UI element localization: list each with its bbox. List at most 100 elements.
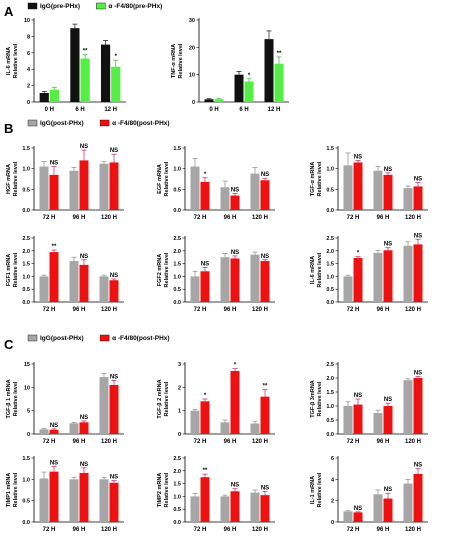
x-tick-label: 120 H (252, 439, 268, 445)
bar (99, 479, 109, 522)
significance-label: NS (384, 397, 392, 403)
bar (69, 479, 79, 522)
significance-label: ** (203, 468, 208, 474)
bar (413, 186, 423, 210)
bar (383, 498, 393, 522)
legend-entry: α -F4/80(pre-PHx) (108, 3, 162, 10)
y-tick-label: 1.5 (326, 146, 334, 152)
x-tick-label: 96 H (377, 527, 390, 533)
y-tick-label: 1.0 (22, 167, 30, 173)
x-tick-label: 0 H (45, 107, 54, 113)
bar (264, 39, 274, 102)
bar (99, 276, 109, 302)
bar (69, 170, 79, 210)
bar (49, 429, 59, 434)
y-tick-label: 2 (27, 84, 30, 90)
y-tick-label: 0.0 (22, 520, 30, 526)
bar (49, 89, 60, 102)
legend-swatch (27, 2, 38, 10)
bar (373, 252, 383, 302)
significance-label: NS (80, 144, 88, 150)
y-tick-label: 0.0 (22, 300, 30, 306)
y-tick-label: 15 (24, 362, 30, 368)
legend-entry: α -F4/80(post-PHx) (112, 120, 169, 127)
y-tick-label: 1.0 (326, 167, 334, 173)
y-axis-label: TIMP2 mRNA (157, 473, 163, 508)
x-tick-label: 72 H (347, 307, 360, 313)
y-tick-label: 2.0 (326, 376, 334, 382)
y-tick-label: 4 (27, 67, 31, 73)
significance-label: NS (50, 461, 58, 467)
bar (244, 81, 254, 102)
bar (413, 378, 423, 434)
significance-label: NS (110, 273, 118, 279)
x-tick-label: 72 H (43, 215, 56, 221)
bar (260, 261, 270, 302)
bar (39, 478, 49, 522)
legend-swatch (99, 119, 110, 127)
y-axis-label: IL-1 mRNA (310, 476, 316, 504)
x-tick-label: 72 H (43, 527, 56, 533)
panel-letter-A: A (4, 4, 14, 19)
bar (109, 482, 119, 522)
bar (79, 472, 89, 522)
y-tick-label: 1.5 (326, 390, 334, 396)
legend-swatch (99, 334, 110, 342)
bar (250, 254, 260, 302)
bar (260, 180, 270, 210)
x-tick-label: 72 H (347, 527, 360, 533)
bar (353, 162, 363, 210)
y-tick-label: 2.5 (326, 362, 334, 368)
y-axis-label: Relative level (13, 43, 19, 78)
x-tick-label: 120 H (101, 527, 117, 533)
y-tick-label: 0.5 (326, 418, 334, 424)
y-tick-label: 0.5 (173, 287, 181, 293)
bar (343, 511, 353, 522)
y-tick-label: 0.0 (326, 432, 334, 438)
y-tick-label: 0.5 (326, 287, 334, 293)
significance-label: NS (80, 254, 88, 260)
bar (383, 174, 393, 210)
bar (353, 512, 363, 522)
significance-label: NS (354, 154, 362, 160)
bar (99, 163, 109, 210)
x-tick-label: 120 H (101, 215, 117, 221)
significance-label: NS (80, 462, 88, 468)
x-tick-label: 96 H (224, 215, 237, 221)
legend-swatch (27, 334, 38, 342)
x-tick-label: 120 H (405, 215, 421, 221)
y-axis-label: TIMP1 mRNA (6, 473, 12, 508)
bar (109, 162, 119, 210)
y-axis-label: Relative level (317, 381, 323, 416)
bar (79, 160, 89, 210)
x-tick-label: 12 H (268, 107, 281, 113)
bar (39, 166, 49, 210)
y-tick-label: 1.0 (326, 404, 334, 410)
y-tick-label: 2.0 (326, 249, 334, 255)
y-tick-label: 0 (27, 432, 30, 438)
bar (250, 492, 260, 522)
significance-label: ** (52, 244, 57, 250)
bar (214, 99, 224, 102)
x-tick-label: 96 H (224, 439, 237, 445)
y-tick-label: 1.0 (173, 494, 181, 500)
bar (200, 181, 210, 210)
y-tick-label: 10 (189, 73, 195, 79)
y-tick-label: 10 (24, 385, 30, 391)
bar (403, 380, 413, 434)
y-tick-label: 2.5 (173, 236, 181, 242)
significance-label: NS (414, 233, 422, 239)
bar (413, 474, 423, 522)
y-tick-label: 2 (178, 385, 181, 391)
legend-swatch (96, 2, 106, 10)
significance-label: NS (110, 374, 118, 380)
significance-label: ** (263, 384, 268, 390)
y-tick-label: 3 (178, 362, 181, 368)
y-axis-label: Relative level (178, 43, 184, 78)
y-tick-label: 0.0 (22, 208, 30, 214)
bar (413, 244, 423, 302)
bar (100, 44, 111, 102)
bar (79, 264, 89, 302)
y-axis-label: TGF-α mRNA (310, 162, 316, 197)
y-axis-label: TGF-β 2 mRNA (157, 379, 163, 418)
